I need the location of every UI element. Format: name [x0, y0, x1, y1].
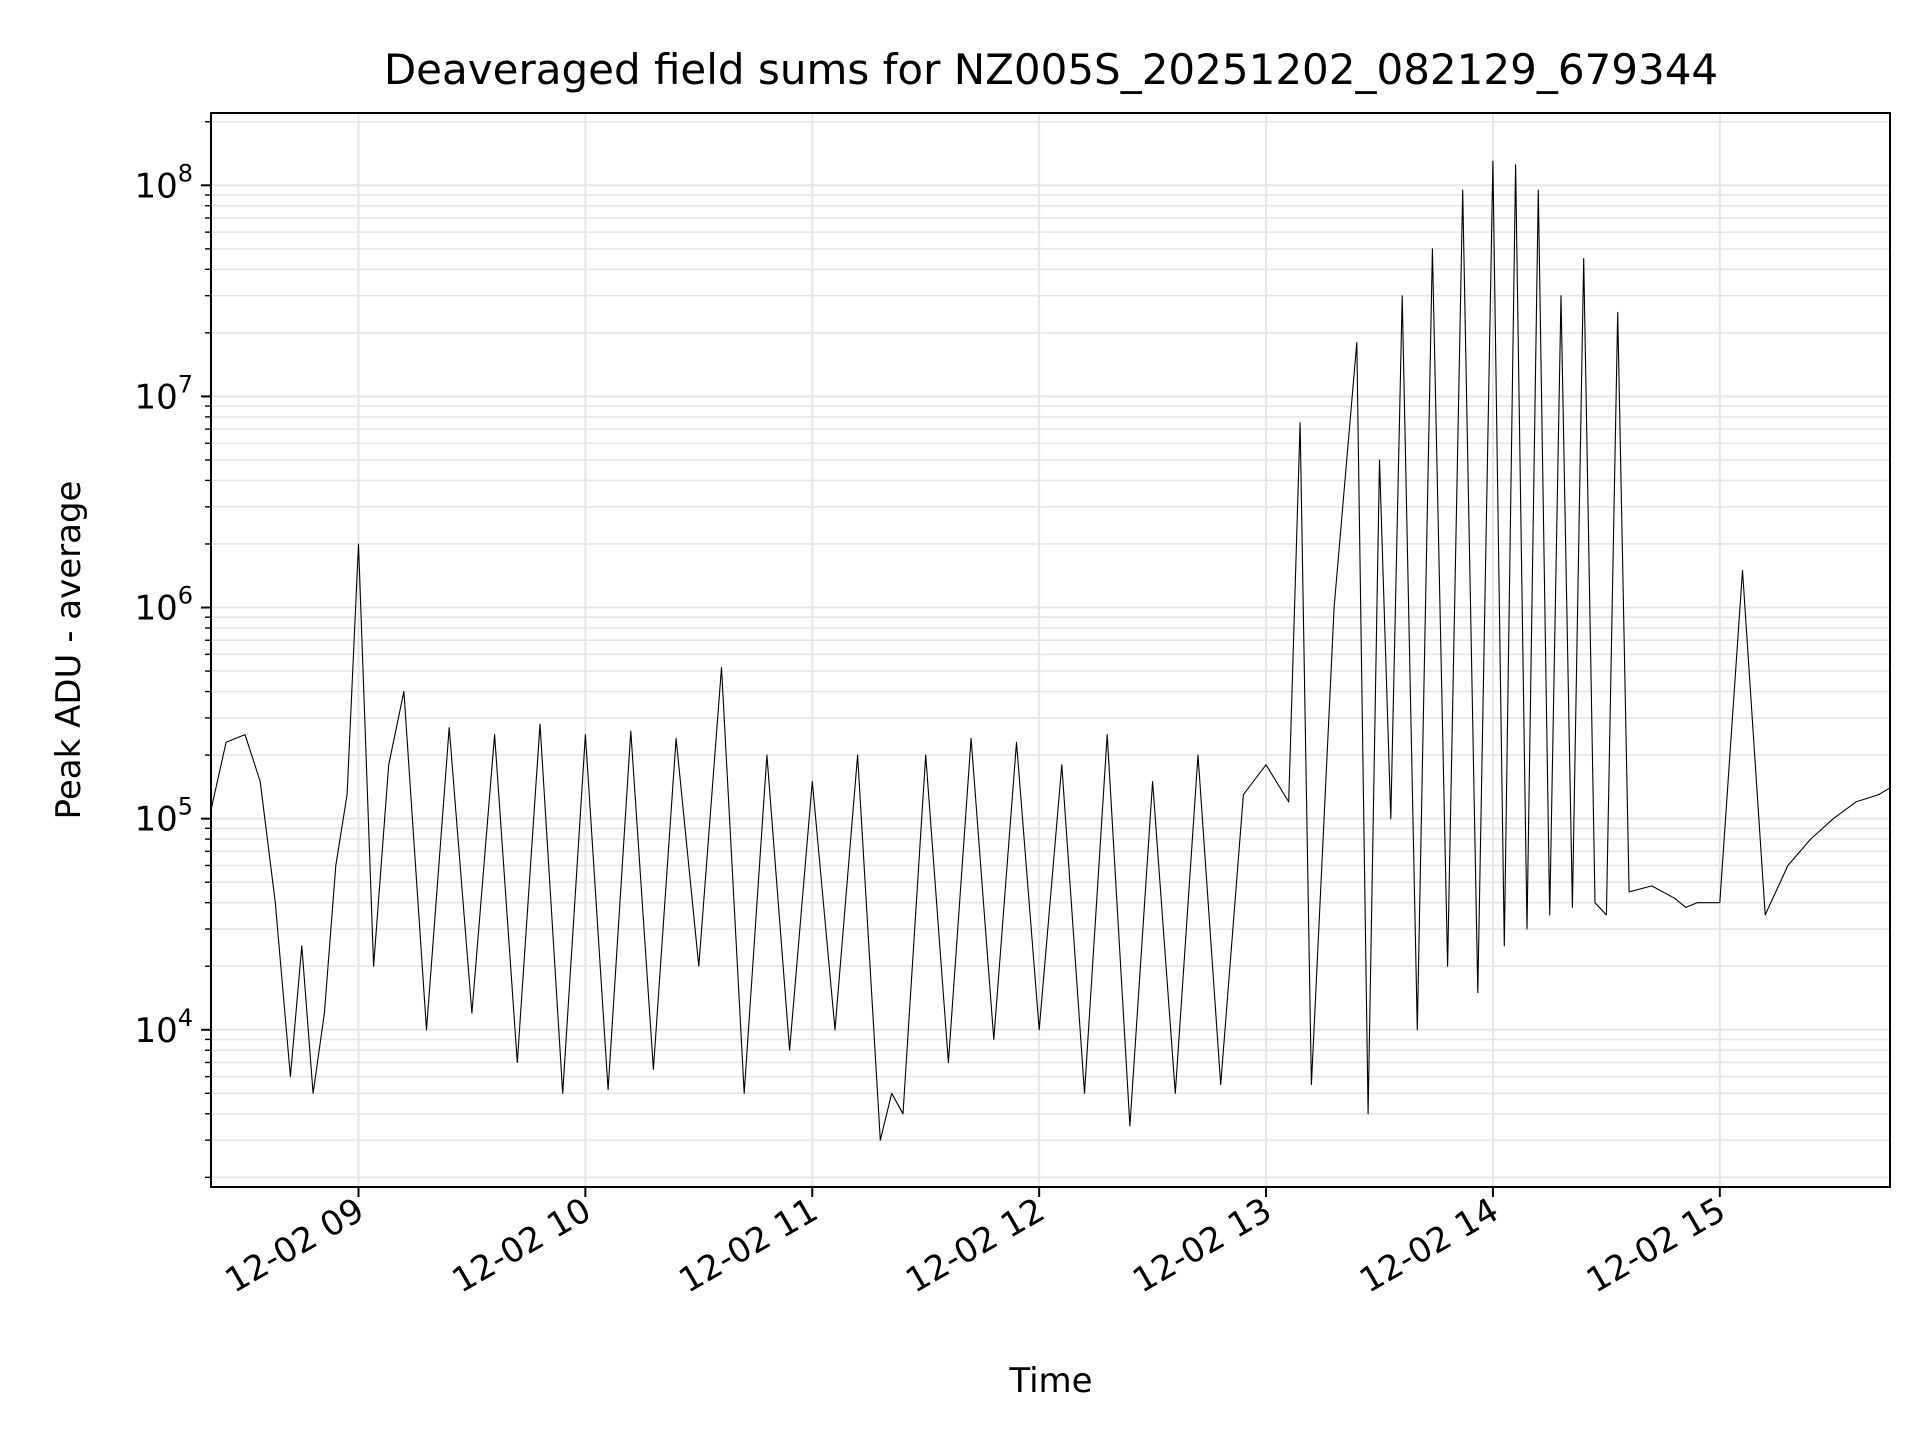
grid [211, 113, 1890, 1187]
plot-area [210, 112, 1891, 1188]
x-axis-label: Time [1008, 1361, 1092, 1401]
series-line [210, 160, 1891, 1141]
y-axis-label: Peak ADU - average [49, 481, 89, 820]
chart-title: Deaveraged field sums for NZ005S_2025120… [384, 45, 1718, 94]
y-tick-label: 106 [134, 582, 193, 629]
